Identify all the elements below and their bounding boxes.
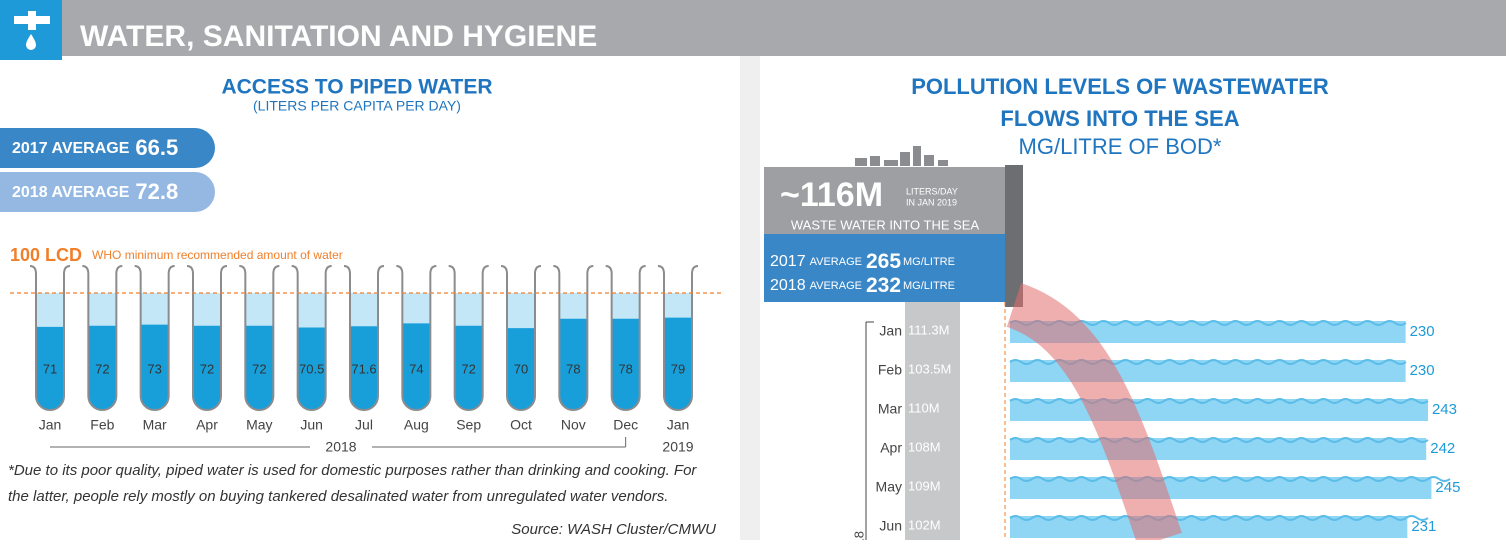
skyline: [900, 152, 910, 166]
tube-value: 70: [514, 361, 528, 376]
right-subtitle: MG/LITRE OF BOD*: [1019, 134, 1222, 159]
average-label: 2017 AVERAGE: [12, 140, 130, 157]
tube-value: 72: [461, 361, 475, 376]
bod-value: 230: [1410, 323, 1435, 340]
avg-value: 232: [866, 274, 901, 297]
tube-value: 79: [671, 361, 685, 376]
average-value: 66.5: [135, 135, 178, 160]
x-tick-label: Oct: [510, 417, 532, 433]
month-label: Feb: [878, 362, 902, 378]
x-tick-label: Jan: [667, 417, 690, 433]
flow-when: IN JAN 2019: [906, 197, 957, 207]
skyline: [870, 156, 880, 166]
flow-label: 103.5M: [908, 361, 951, 376]
x-tick-label: Jan: [39, 417, 62, 433]
flow-label: 102M: [908, 517, 941, 532]
infographic: WATER, SANITATION AND HYGIENE ACCESS TO …: [0, 0, 1506, 540]
page: { "header": {"title": "WATER, SANITATION…: [0, 0, 1506, 540]
bod-value: 242: [1430, 440, 1455, 457]
average-value: 72.8: [135, 179, 178, 204]
right-year: 2018: [851, 531, 866, 540]
avg-unit: MG/LITRE: [903, 280, 955, 292]
outfall-pillar: [1005, 165, 1023, 307]
avg-unit: MG/LITRE: [903, 256, 955, 268]
threshold-label: 100 LCD: [10, 245, 82, 265]
source: Source: WASH Cluster/CMWU: [511, 521, 716, 538]
x-tick-label: Nov: [561, 417, 586, 433]
flow-amount: ~116M: [780, 176, 883, 214]
x-tick-label: Aug: [404, 417, 429, 433]
left-title: ACCESS TO PIPED WATER: [221, 76, 492, 99]
avg-year: 2017: [770, 253, 806, 270]
left-subtitle: (LITERS PER CAPITA PER DAY): [253, 98, 461, 114]
footnote: the latter, people rely mostly on buying…: [8, 488, 668, 505]
right-title: FLOWS INTO THE SEA: [1000, 106, 1239, 131]
tube-value: 70.5: [299, 361, 324, 376]
flow-label: 111.3M: [908, 322, 949, 337]
flow-column: [905, 302, 960, 540]
x-tick-label: Mar: [143, 417, 167, 433]
tube-value: 78: [618, 361, 632, 376]
avg-year: 2018: [770, 277, 806, 294]
bod-value: 231: [1411, 518, 1436, 535]
tube-value: 71.6: [351, 361, 376, 376]
bod-value: 243: [1432, 401, 1457, 418]
month-label: Mar: [878, 401, 902, 417]
avg-value: 265: [866, 250, 901, 273]
flow-label: 109M: [908, 478, 941, 493]
avg-label: AVERAGE: [810, 256, 862, 268]
x-tick-label: Jul: [355, 417, 373, 433]
bod-value: 245: [1435, 479, 1460, 496]
month-label: Jun: [879, 518, 902, 534]
year-label: 2019: [662, 439, 693, 455]
tube-value: 74: [409, 361, 423, 376]
month-label: Jan: [879, 323, 902, 339]
month-label: Apr: [880, 440, 902, 456]
skyline: [924, 155, 934, 166]
flow-caption: WASTE WATER INTO THE SEA: [791, 217, 980, 232]
average-label: 2018 AVERAGE: [12, 184, 130, 201]
x-tick-label: Feb: [90, 417, 114, 433]
skyline: [913, 146, 921, 166]
right-title: POLLUTION LEVELS OF WASTEWATER: [911, 74, 1329, 99]
x-tick-label: Jun: [300, 417, 323, 433]
skyline: [855, 158, 867, 166]
tube-value: 72: [252, 361, 266, 376]
tube-value: 72: [95, 361, 109, 376]
tube-value: 78: [566, 361, 580, 376]
flow-label: 108M: [908, 439, 941, 454]
threshold-note: WHO minimum recommended amount of water: [92, 248, 343, 262]
header-title: WATER, SANITATION AND HYGIENE: [80, 20, 597, 53]
tube-value: 73: [147, 361, 161, 376]
x-tick-label: Apr: [196, 417, 218, 433]
panel-divider: [740, 56, 760, 540]
flow-unit: LITERS/DAY: [906, 186, 958, 196]
month-label: May: [876, 479, 902, 495]
flow-label: 110M: [908, 400, 940, 415]
x-tick-label: Sep: [456, 417, 481, 433]
year-label: 2018: [325, 439, 356, 455]
tube-value: 71: [43, 361, 57, 376]
tube-value: 72: [200, 361, 214, 376]
footnote: *Due to its poor quality, piped water is…: [8, 462, 697, 479]
avg-label: AVERAGE: [810, 280, 862, 292]
threshold-text: 100 LCD WHO minimum recommended amount of…: [10, 245, 343, 265]
skyline: [884, 160, 898, 166]
x-tick-label: May: [246, 417, 272, 433]
bod-value: 230: [1410, 362, 1435, 379]
x-tick-label: Dec: [613, 417, 638, 433]
skyline: [938, 160, 948, 166]
